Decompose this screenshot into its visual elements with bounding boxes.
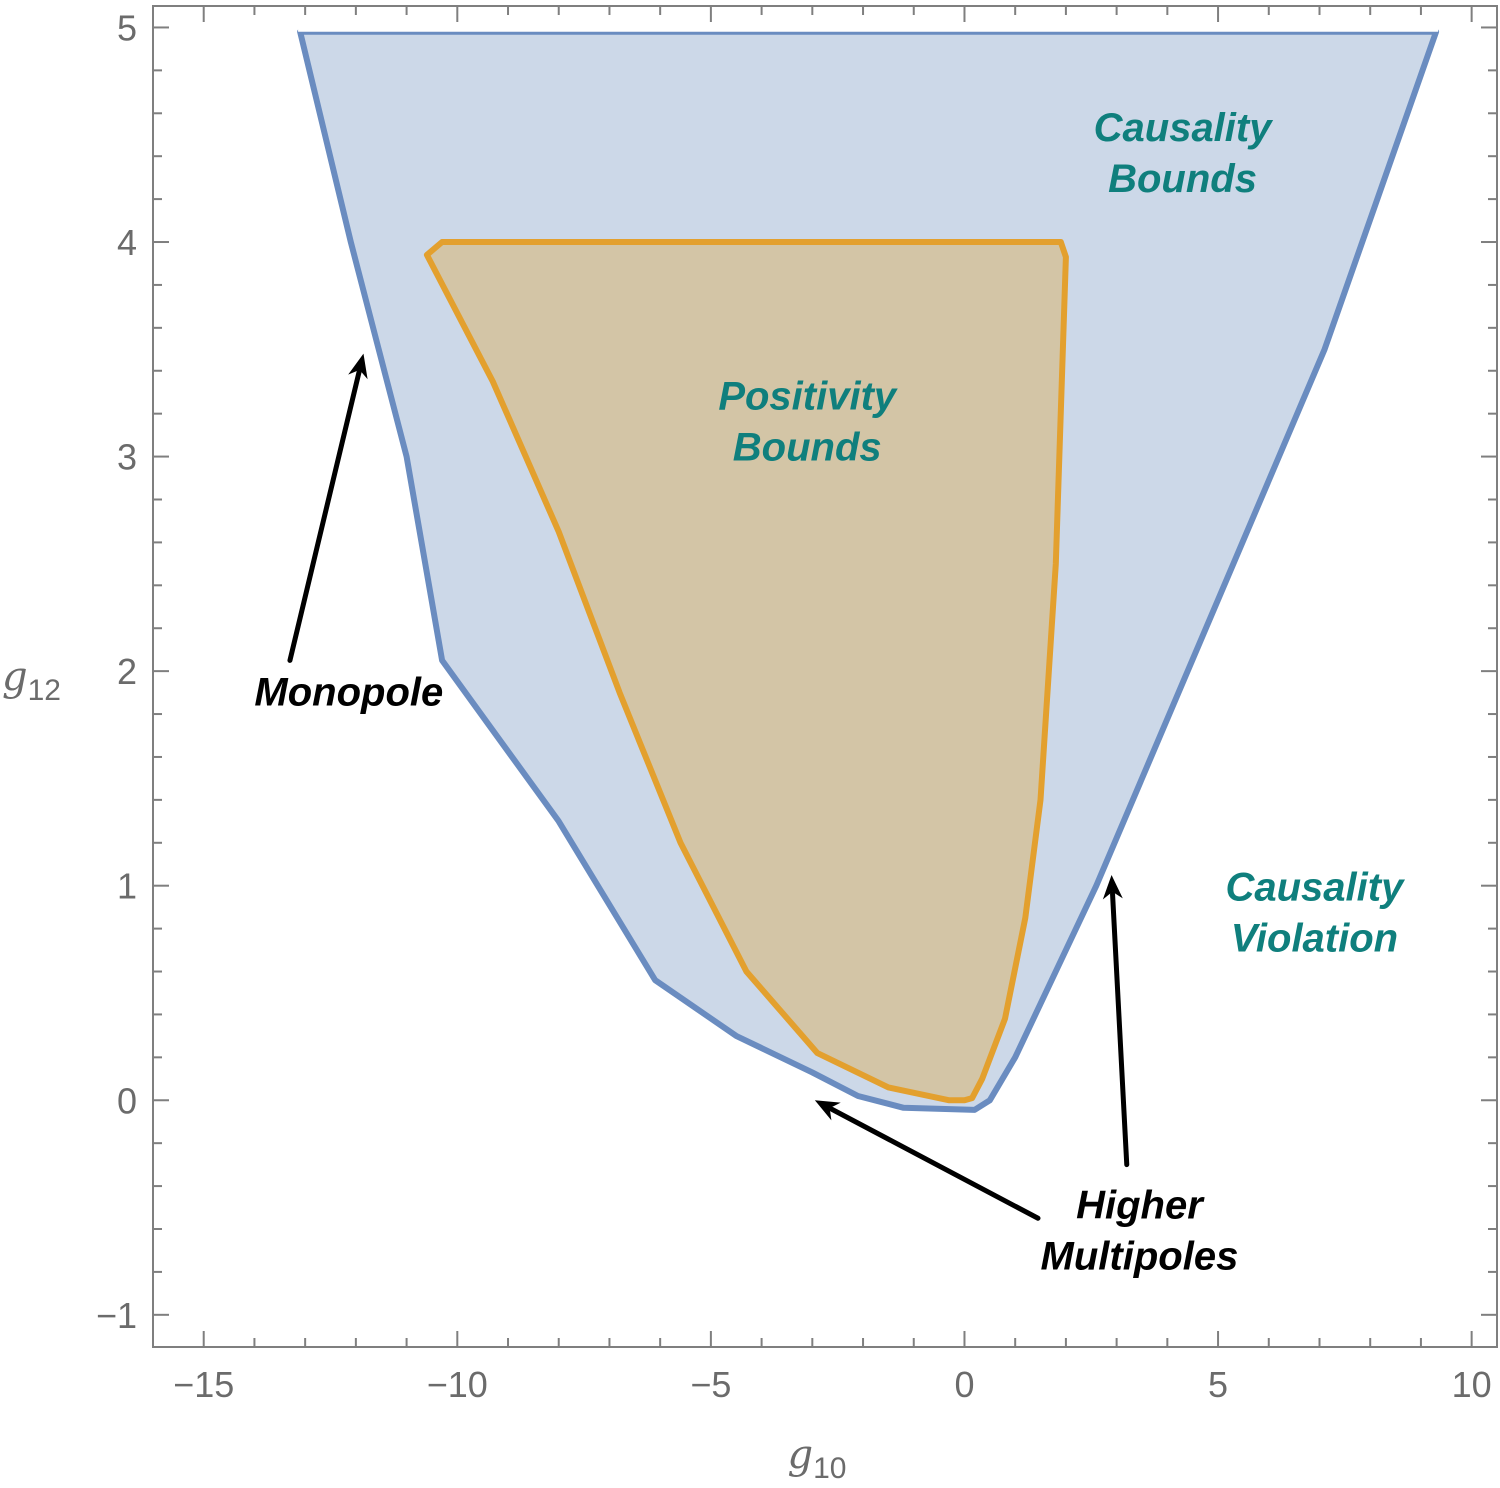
plot-frame <box>152 5 1498 1348</box>
annotation-line: Bounds <box>733 425 882 469</box>
annotation-monopole: Monopole <box>254 670 443 714</box>
annotation-positivity_bounds: Positivity Bounds <box>718 374 898 469</box>
annotation-arrows <box>287 353 1130 1221</box>
y-tick-label: 1 <box>117 866 137 907</box>
multipoles-arrow-up-shaft <box>1110 891 1130 1168</box>
annotation-line: Monopole <box>254 670 443 714</box>
x-tick-label: −15 <box>173 1364 234 1405</box>
y-tick-label: 4 <box>117 222 137 263</box>
region-top-mask <box>298 27 1439 32</box>
x-tick-label: −10 <box>427 1364 488 1405</box>
multipoles-arrow-left-shaft <box>829 1106 1041 1221</box>
multipoles-arrow-up-head <box>1102 874 1123 900</box>
annotation-causality_bounds: Causality Bounds <box>1094 106 1274 201</box>
y-tick-label: 0 <box>117 1080 137 1121</box>
monopole-arrow-head <box>348 353 368 380</box>
annotation-line: Multipoles <box>1041 1234 1239 1278</box>
plot-regions <box>297 27 1440 1113</box>
annotation-line: Higher <box>1076 1183 1205 1227</box>
y-tick-label: 2 <box>117 651 137 692</box>
y-tick-label: 3 <box>117 437 137 478</box>
annotation-line: Causality <box>1225 866 1405 910</box>
annotation-causality_violation: Causality Violation <box>1225 866 1405 961</box>
x-tick-label: −5 <box>690 1364 731 1405</box>
y-axis-label: g12 <box>2 654 61 707</box>
annotation-line: Positivity <box>718 374 898 418</box>
axis-ticks <box>152 6 1497 1347</box>
x-tick-label: 10 <box>1452 1364 1492 1405</box>
y-tick-label: −1 <box>96 1295 137 1336</box>
multipoles-arrow-left-head <box>814 1100 841 1121</box>
monopole-arrow-shaft <box>287 369 362 663</box>
x-axis-label: g10 <box>788 1432 847 1485</box>
region-positivity <box>423 239 1069 1104</box>
x-tick-label: 5 <box>1208 1364 1228 1405</box>
annotation-line: Violation <box>1231 917 1398 961</box>
annotation-line: Causality <box>1094 106 1274 150</box>
y-tick-label: 5 <box>117 7 137 48</box>
annotation-line: Bounds <box>1108 157 1257 201</box>
annotation-higher_multipoles: Higher Multipoles <box>1041 1183 1239 1278</box>
x-tick-label: 0 <box>954 1364 974 1405</box>
